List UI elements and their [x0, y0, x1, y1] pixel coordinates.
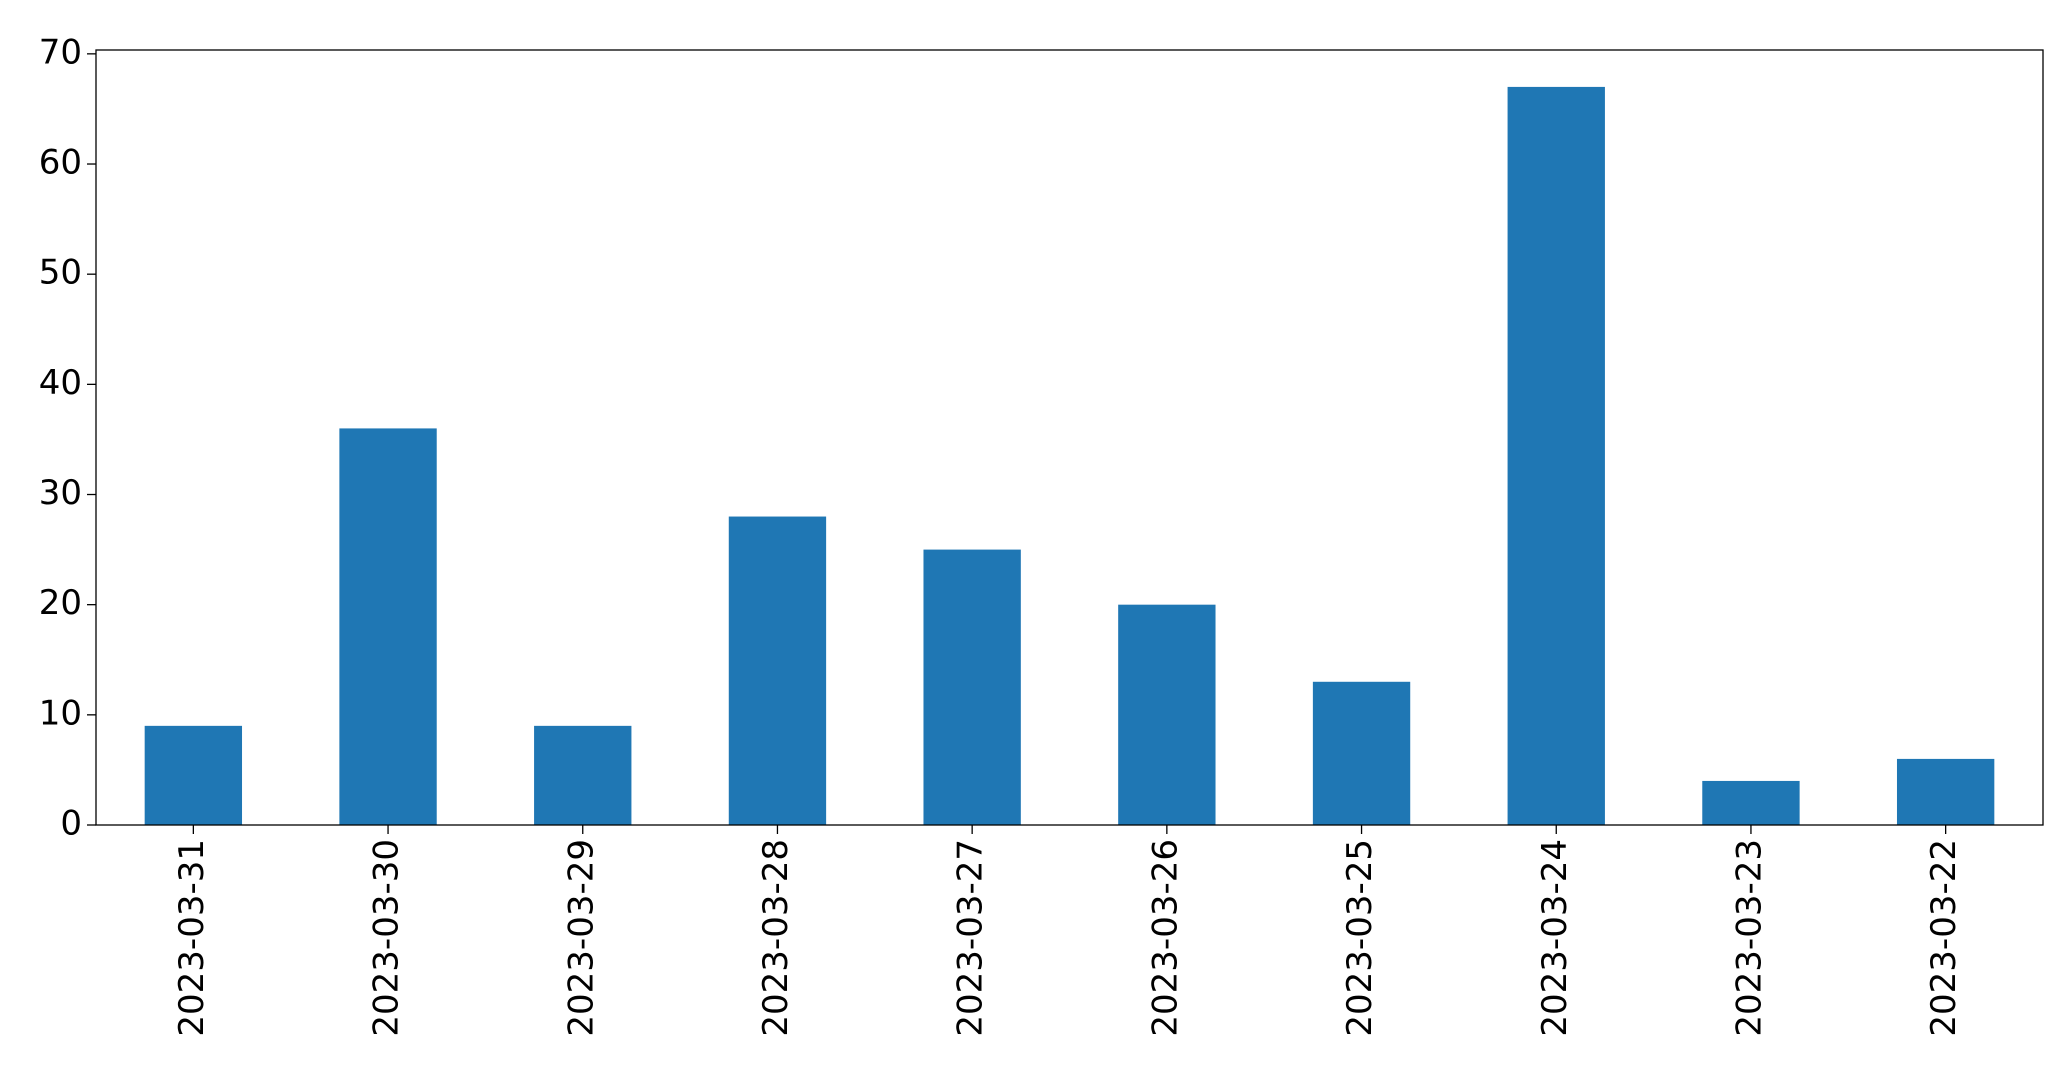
x-tick-label: 2023-03-22	[1924, 839, 1964, 1037]
y-tick-label: 60	[39, 143, 82, 183]
x-tick-label: 2023-03-25	[1340, 839, 1380, 1037]
bar	[144, 725, 243, 825]
bar	[1507, 86, 1605, 825]
bar	[534, 725, 632, 825]
plot-frame	[95, 49, 2044, 826]
bar	[1118, 604, 1216, 825]
y-tick-label: 0	[60, 804, 82, 844]
bar	[1896, 758, 1995, 825]
x-tick-label: 2023-03-24	[1535, 839, 1575, 1037]
bar	[728, 516, 827, 825]
x-tick-label: 2023-03-26	[1145, 839, 1185, 1037]
x-tick-label: 2023-03-28	[756, 839, 796, 1037]
x-tick-label: 2023-03-31	[172, 839, 212, 1037]
y-tick-label: 50	[39, 253, 82, 293]
bar	[1702, 780, 1800, 825]
x-tick-label: 2023-03-23	[1729, 839, 1769, 1037]
y-tick-label: 20	[39, 583, 82, 623]
x-tick-label: 2023-03-27	[951, 839, 991, 1037]
x-tick-label: 2023-03-30	[367, 839, 407, 1037]
y-tick-label: 70	[39, 32, 82, 72]
y-tick-label: 30	[39, 473, 82, 513]
y-tick-label: 40	[39, 363, 82, 403]
bar	[1312, 681, 1411, 825]
y-tick-label: 10	[39, 693, 82, 733]
x-tick-label: 2023-03-29	[561, 839, 601, 1037]
bar	[339, 428, 437, 825]
bar	[923, 549, 1021, 825]
